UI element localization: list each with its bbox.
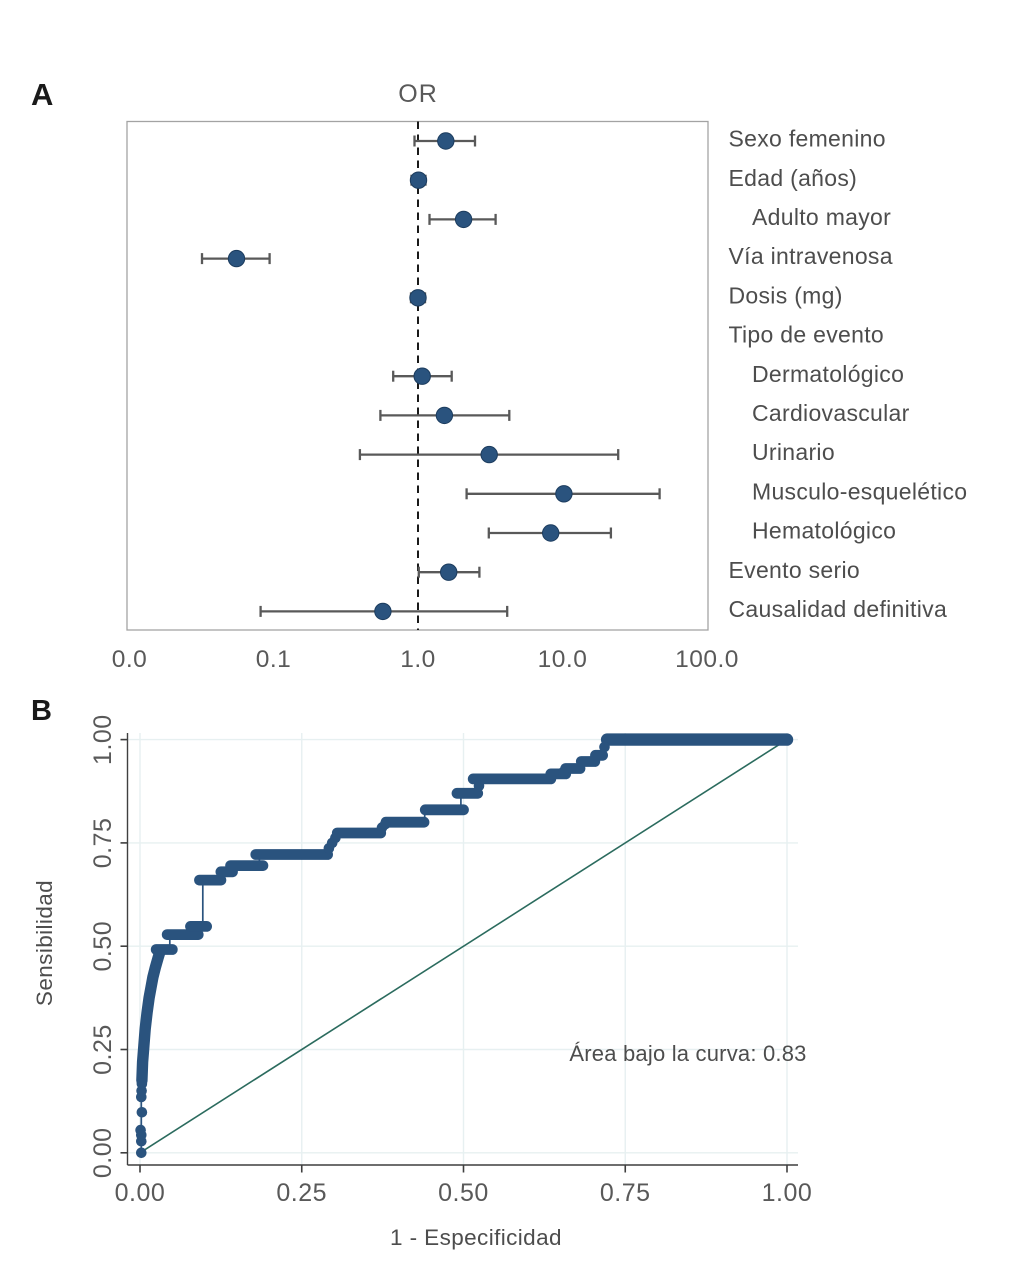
svg-text:0.75: 0.75 xyxy=(600,1179,651,1207)
svg-text:0.25: 0.25 xyxy=(276,1179,327,1207)
svg-text:0.25: 0.25 xyxy=(89,1024,117,1075)
svg-text:Adulto mayor: Adulto mayor xyxy=(752,204,891,230)
svg-text:10.0: 10.0 xyxy=(538,646,588,673)
svg-text:Dosis (mg): Dosis (mg) xyxy=(729,282,843,308)
svg-text:Tipo de evento: Tipo de evento xyxy=(729,322,885,348)
svg-text:B: B xyxy=(31,695,52,727)
svg-text:Urinario: Urinario xyxy=(752,439,835,465)
svg-text:Dermatológico: Dermatológico xyxy=(752,361,904,387)
svg-text:0.50: 0.50 xyxy=(89,921,117,972)
svg-text:0.00: 0.00 xyxy=(115,1179,166,1207)
svg-text:0.75: 0.75 xyxy=(89,818,117,869)
svg-text:Sexo femenino: Sexo femenino xyxy=(729,126,886,152)
svg-text:1.00: 1.00 xyxy=(89,714,117,765)
svg-text:1.00: 1.00 xyxy=(762,1179,813,1207)
svg-text:Causalidad definitiva: Causalidad definitiva xyxy=(729,596,948,622)
svg-text:0.1: 0.1 xyxy=(256,646,292,673)
svg-text:Vía intravenosa: Vía intravenosa xyxy=(729,243,893,269)
svg-text:1 - Especificidad: 1 - Especificidad xyxy=(390,1225,562,1250)
svg-text:Evento serio: Evento serio xyxy=(729,557,860,583)
svg-text:A: A xyxy=(31,77,53,112)
svg-text:100.0: 100.0 xyxy=(675,646,739,673)
svg-text:1.0: 1.0 xyxy=(400,646,436,673)
svg-text:OR: OR xyxy=(398,80,438,108)
svg-text:Hematológico: Hematológico xyxy=(752,518,896,544)
svg-text:Edad (años): Edad (años) xyxy=(729,165,858,191)
svg-text:0.00: 0.00 xyxy=(89,1127,117,1178)
svg-text:Musculo-esquelético: Musculo-esquelético xyxy=(752,478,967,504)
svg-text:Cardiovascular: Cardiovascular xyxy=(752,400,910,426)
svg-text:0.50: 0.50 xyxy=(438,1179,489,1207)
svg-text:Área bajo la curva: 0.83: Área bajo la curva: 0.83 xyxy=(569,1041,806,1066)
svg-text:Sensibilidad: Sensibilidad xyxy=(32,880,57,1006)
svg-text:0.0: 0.0 xyxy=(112,646,148,673)
